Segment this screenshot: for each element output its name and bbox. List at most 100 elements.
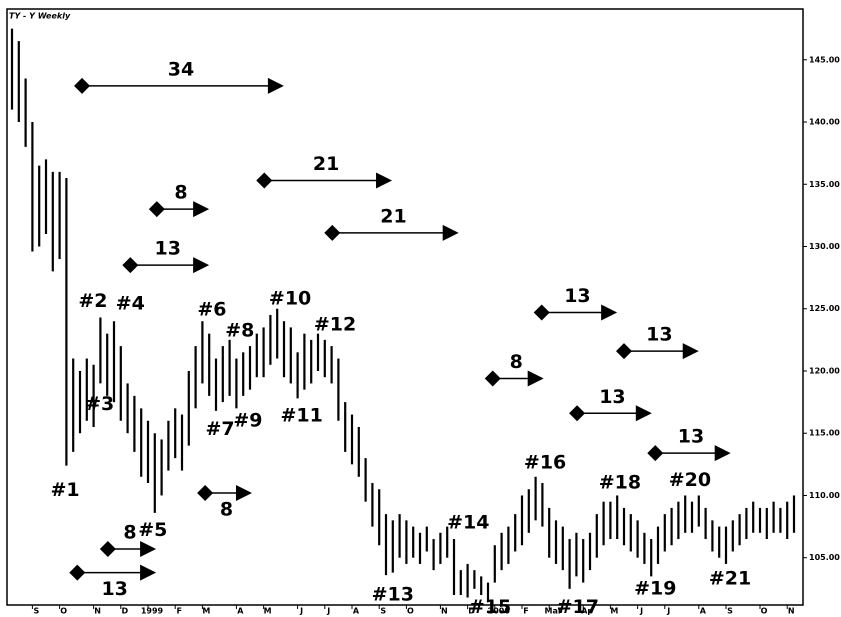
x-tick-label: D: [121, 607, 128, 616]
pivot-label: #15: [469, 596, 511, 617]
x-tick-label: J: [326, 607, 330, 616]
time-count-label: 8: [174, 182, 187, 204]
time-arrow-start: [122, 257, 139, 274]
pivot-label: #6: [197, 298, 226, 320]
time-arrow-head: [376, 172, 393, 189]
time-arrow-start: [484, 370, 501, 387]
x-tick-label: J: [639, 607, 643, 616]
y-tick-label: 115.00: [809, 429, 840, 438]
time-arrow-start: [533, 304, 550, 321]
time-arrow-start: [197, 484, 214, 501]
pivot-label: #21: [709, 567, 751, 589]
time-count-label: 21: [380, 205, 406, 227]
pivot-label: #16: [524, 452, 566, 474]
y-tick-label: 130.00: [809, 242, 840, 251]
x-tick-label: J: [299, 607, 303, 616]
x-tick-label: S: [34, 607, 40, 616]
y-tick-label: 105.00: [809, 553, 840, 562]
x-tick-label: J: [666, 607, 670, 616]
chart-title: TY - Y Weekly: [9, 12, 71, 21]
pivot-label: #19: [634, 577, 676, 599]
time-arrow-head: [682, 343, 699, 360]
time-arrow-start: [616, 343, 632, 360]
x-tick-label: F: [176, 607, 181, 616]
y-tick-label: 110.00: [809, 491, 840, 500]
time-arrow-start: [74, 77, 91, 94]
pivot-label: #10: [269, 287, 311, 309]
time-count-label: 13: [154, 238, 180, 260]
y-tick-label: 145.00: [809, 55, 840, 64]
pivot-label: #9: [233, 409, 262, 431]
time-arrow-head: [267, 77, 284, 94]
pivot-label: #17: [557, 596, 599, 617]
x-tick-label: M: [610, 607, 618, 616]
time-count-label: 13: [678, 426, 704, 448]
time-count-label: 13: [599, 386, 625, 408]
x-tick-label: A: [700, 607, 707, 616]
pivot-label: #13: [372, 584, 414, 606]
x-tick-label: D: [468, 607, 475, 616]
y-tick-label: 120.00: [809, 366, 840, 375]
time-arrow-start: [256, 172, 273, 189]
x-tick-label: 2000: [488, 607, 511, 616]
pivot-label: #1: [50, 479, 79, 501]
pivot-label: #20: [669, 469, 711, 491]
y-tick-label: 140.00: [809, 118, 840, 127]
x-tick-label: 1999: [141, 607, 164, 616]
time-arrow-head: [140, 564, 157, 581]
x-tick-label: S: [727, 607, 733, 616]
time-arrow-head: [527, 370, 544, 387]
pivot-label: #18: [599, 472, 641, 494]
x-tick-label: O: [407, 607, 414, 616]
time-arrow-start: [69, 564, 86, 581]
pivot-label: #8: [225, 320, 254, 342]
time-arrow-start: [148, 201, 165, 218]
time-arrow-start: [647, 445, 664, 462]
pivot-label: #5: [138, 519, 167, 541]
x-tick-label: O: [761, 607, 768, 616]
time-count-label: 13: [101, 578, 127, 600]
time-arrow-start: [569, 405, 586, 422]
x-tick-label: A: [237, 607, 244, 616]
time-count-label: 34: [168, 58, 194, 80]
x-tick-label: N: [94, 607, 101, 616]
time-count-label: 13: [564, 285, 590, 307]
x-tick-label: Ap: [581, 607, 593, 616]
time-count-label: 8: [220, 498, 233, 520]
x-tick-label: N: [788, 607, 795, 616]
x-tick-label: M: [264, 607, 272, 616]
time-arrow-head: [714, 445, 731, 462]
time-arrow-head: [601, 304, 618, 321]
time-count-label: 8: [510, 351, 523, 373]
x-tick-label: F: [523, 607, 528, 616]
time-arrow-head: [635, 405, 652, 422]
time-arrow-start: [324, 224, 341, 241]
time-count-label: 21: [313, 153, 339, 175]
pivot-label: #7: [206, 418, 235, 440]
pivot-label: #14: [447, 511, 489, 533]
time-arrow-head: [140, 540, 157, 557]
time-arrow-head: [193, 201, 210, 218]
pivot-label: #4: [116, 292, 145, 314]
x-tick-label: S: [380, 607, 386, 616]
y-tick-label: 125.00: [809, 304, 840, 313]
time-arrow-head: [193, 257, 210, 274]
x-tick-label: N: [441, 607, 448, 616]
time-count-label: 13: [646, 324, 672, 346]
x-tick-label: A: [353, 607, 360, 616]
pivot-label: #12: [314, 313, 356, 335]
time-count-label: 8: [123, 521, 136, 543]
x-tick-label: Mar: [545, 607, 562, 616]
time-arrow-start: [99, 540, 116, 557]
time-arrow-head: [442, 224, 459, 241]
x-tick-label: M: [202, 607, 210, 616]
pivot-label: #3: [85, 393, 114, 415]
time-arrow-head: [235, 484, 252, 501]
plot-frame: [6, 8, 804, 606]
pivot-label: #2: [78, 290, 107, 312]
x-tick-label: O: [60, 607, 67, 616]
pivot-label: #11: [280, 404, 322, 426]
y-tick-label: 135.00: [809, 180, 840, 189]
